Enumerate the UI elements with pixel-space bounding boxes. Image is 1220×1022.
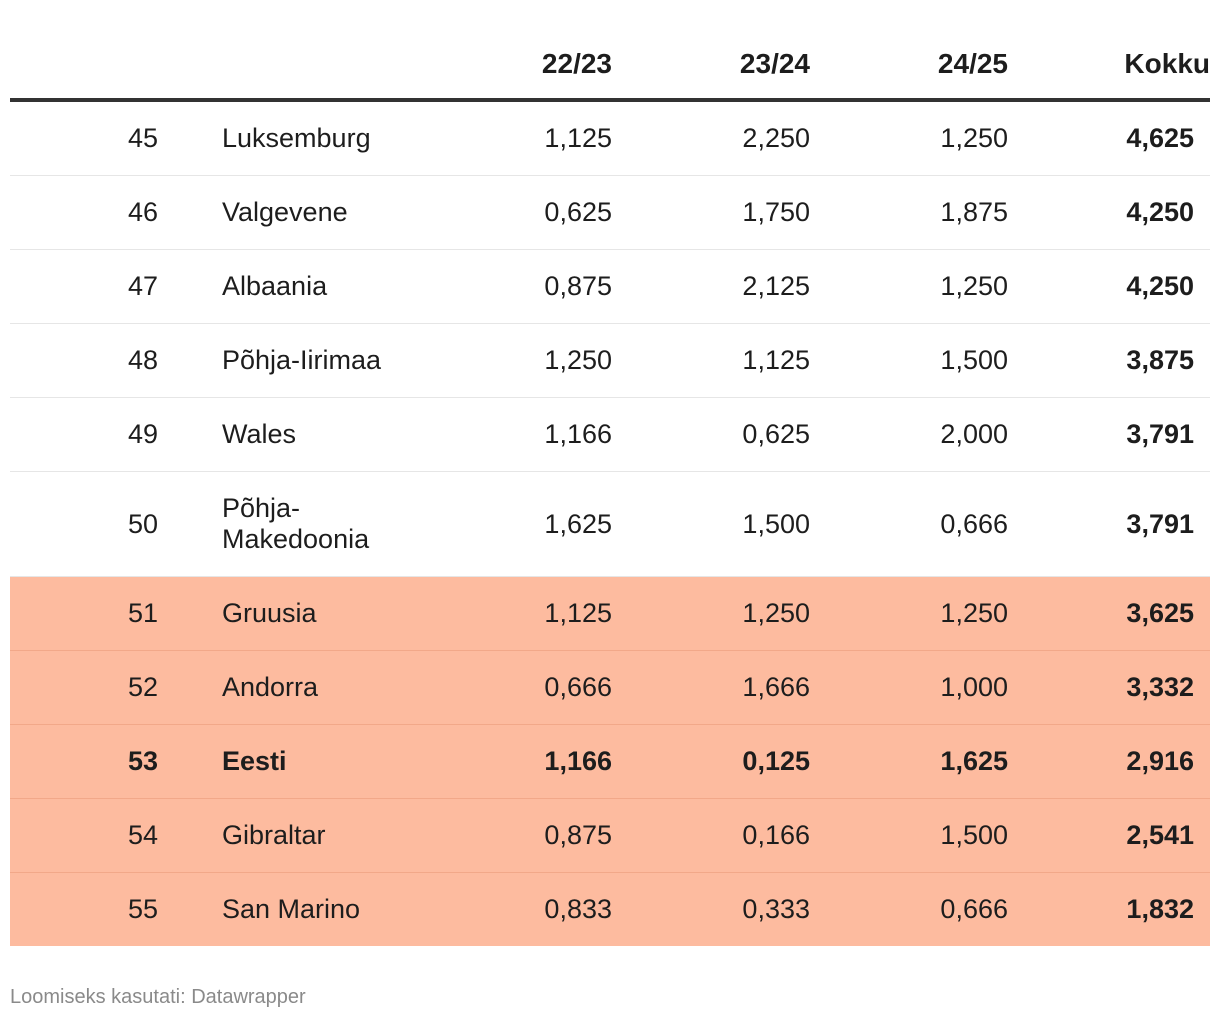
season-2223-cell: 1,125 [420, 576, 612, 651]
season-2425-cell: 1,625 [810, 724, 1008, 799]
country-cell: Põhja-Makedoonia [170, 471, 420, 577]
rank-cell: 52 [10, 650, 170, 725]
table-body: 45 Luksemburg 1,125 2,250 1,250 4,625 46 Valgev… [10, 100, 1210, 946]
season-2425-cell: 1,250 [810, 576, 1008, 651]
table-row: 55 San Marino 0,833 0,333 0,666 1,832 [10, 872, 1210, 946]
season-2223-cell: 0,625 [420, 175, 612, 250]
table-row: 54 Gibraltar 0,875 0,166 1,500 2,541 [10, 798, 1210, 873]
season-2223-cell: 0,666 [420, 650, 612, 725]
season-2425-cell: 2,000 [810, 397, 1008, 472]
ranking-table-container: 22/23 23/24 24/25 Kokku 45 Luksemburg 1,12… [10, 30, 1210, 946]
rank-cell: 53 [10, 724, 170, 799]
header-season-2425[interactable]: 24/25 [810, 30, 1008, 102]
season-2425-cell: 1,000 [810, 650, 1008, 725]
country-cell: Gruusia [170, 576, 420, 651]
season-2324-cell: 0,166 [612, 798, 810, 873]
season-2223-cell: 1,166 [420, 397, 612, 472]
season-2324-cell: 1,666 [612, 650, 810, 725]
season-2324-cell: 2,250 [612, 100, 810, 176]
total-cell: 4,625 [1008, 100, 1210, 176]
rank-cell: 48 [10, 323, 170, 398]
header-season-2223[interactable]: 22/23 [420, 30, 612, 102]
season-2223-cell: 1,625 [420, 471, 612, 577]
season-2223-cell: 1,166 [420, 724, 612, 799]
table-row: 47 Albaania 0,875 2,125 1,250 4,250 [10, 249, 1210, 324]
country-cell: Wales [170, 397, 420, 472]
rank-cell: 46 [10, 175, 170, 250]
total-cell: 2,541 [1008, 798, 1210, 873]
season-2324-cell: 1,500 [612, 471, 810, 577]
season-2425-cell: 0,666 [810, 872, 1008, 946]
footer-credit: Loomiseks kasutati: Datawrapper [10, 986, 306, 1008]
header-total[interactable]: Kokku [1008, 30, 1210, 102]
table-row: 48 Põhja-Iirimaa 1,250 1,125 1,500 3,875 [10, 323, 1210, 398]
season-2324-cell: 0,125 [612, 724, 810, 799]
season-2223-cell: 0,833 [420, 872, 612, 946]
total-cell: 4,250 [1008, 249, 1210, 324]
header-country [170, 30, 420, 102]
total-cell: 3,875 [1008, 323, 1210, 398]
rank-cell: 50 [10, 471, 170, 577]
rank-cell: 49 [10, 397, 170, 472]
season-2324-cell: 1,125 [612, 323, 810, 398]
season-2425-cell: 1,875 [810, 175, 1008, 250]
season-2223-cell: 1,125 [420, 100, 612, 176]
total-cell: 4,250 [1008, 175, 1210, 250]
total-cell: 3,332 [1008, 650, 1210, 725]
rank-cell: 47 [10, 249, 170, 324]
season-2324-cell: 1,750 [612, 175, 810, 250]
country-cell: Valgevene [170, 175, 420, 250]
table-row: 45 Luksemburg 1,125 2,250 1,250 4,625 [10, 100, 1210, 176]
table-row: 46 Valgevene 0,625 1,750 1,875 4,250 [10, 175, 1210, 250]
country-cell: Gibraltar [170, 798, 420, 873]
season-2324-cell: 1,250 [612, 576, 810, 651]
season-2223-cell: 1,250 [420, 323, 612, 398]
total-cell: 2,916 [1008, 724, 1210, 799]
country-cell: Põhja-Iirimaa [170, 323, 420, 398]
season-2425-cell: 0,666 [810, 471, 1008, 577]
country-cell: Albaania [170, 249, 420, 324]
country-cell: San Marino [170, 872, 420, 946]
table-row: 49 Wales 1,166 0,625 2,000 3,791 [10, 397, 1210, 472]
table-row: 52 Andorra 0,666 1,666 1,000 3,332 [10, 650, 1210, 725]
season-2324-cell: 0,625 [612, 397, 810, 472]
table-row: 51 Gruusia 1,125 1,250 1,250 3,625 [10, 576, 1210, 651]
header-season-2324[interactable]: 23/24 [612, 30, 810, 102]
rank-cell: 45 [10, 100, 170, 176]
table-header-row: 22/23 23/24 24/25 Kokku [10, 30, 1210, 102]
header-rank [10, 30, 170, 102]
total-cell: 1,832 [1008, 872, 1210, 946]
season-2324-cell: 0,333 [612, 872, 810, 946]
total-cell: 3,791 [1008, 471, 1210, 577]
season-2223-cell: 0,875 [420, 798, 612, 873]
season-2425-cell: 1,500 [810, 323, 1008, 398]
season-2425-cell: 1,250 [810, 100, 1008, 176]
season-2425-cell: 1,500 [810, 798, 1008, 873]
rank-cell: 55 [10, 872, 170, 946]
season-2324-cell: 2,125 [612, 249, 810, 324]
rank-cell: 51 [10, 576, 170, 651]
total-cell: 3,625 [1008, 576, 1210, 651]
table-row: 53 Eesti 1,166 0,125 1,625 2,916 [10, 724, 1210, 799]
total-cell: 3,791 [1008, 397, 1210, 472]
country-cell: Luksemburg [170, 100, 420, 176]
season-2223-cell: 0,875 [420, 249, 612, 324]
table-row: 50 Põhja-Makedoonia 1,625 1,500 0,666 3,791 [10, 471, 1210, 577]
rank-cell: 54 [10, 798, 170, 873]
ranking-table: 22/23 23/24 24/25 Kokku 45 Luksemburg 1,12… [10, 30, 1210, 946]
country-cell: Andorra [170, 650, 420, 725]
season-2425-cell: 1,250 [810, 249, 1008, 324]
country-cell: Eesti [170, 724, 420, 799]
